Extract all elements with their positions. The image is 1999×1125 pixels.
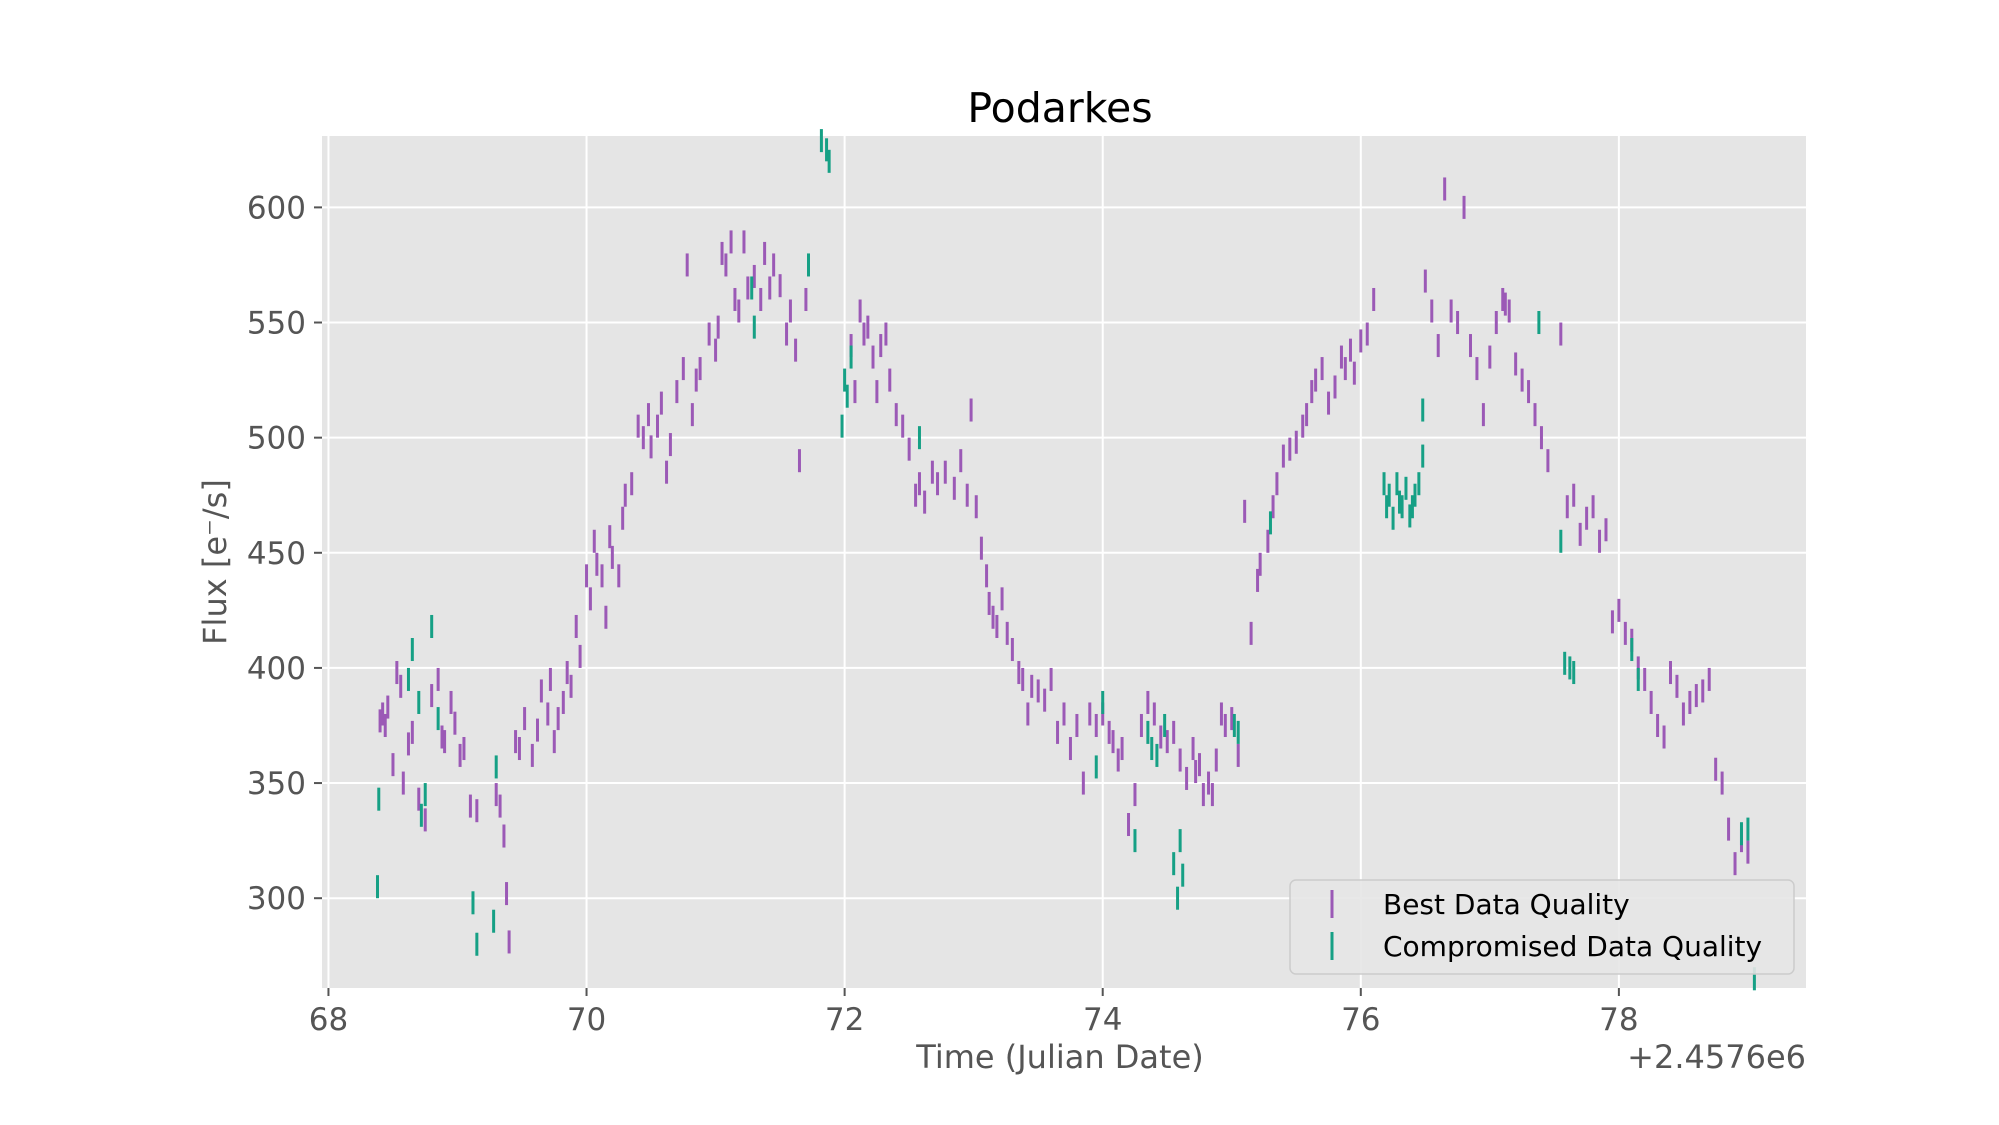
y-axis-label: Flux [e⁻/s] <box>196 479 234 645</box>
y-tick-label: 600 <box>247 190 306 226</box>
chart-title: Podarkes <box>967 84 1152 132</box>
x-axis-label: Time (Julian Date) <box>915 1038 1204 1076</box>
x-tick-label: 74 <box>1083 1002 1122 1038</box>
legend-label-best: Best Data Quality <box>1383 888 1630 921</box>
x-tick-label: 76 <box>1341 1002 1380 1038</box>
y-axis-ticks: 300 350 400 450 500 550 600 <box>247 190 322 917</box>
x-offset-label: +2.4576e6 <box>1627 1038 1806 1076</box>
y-tick-label: 450 <box>247 536 306 572</box>
series-compromised-data-quality <box>375 129 1756 991</box>
x-tick-label: 78 <box>1599 1002 1638 1038</box>
series-best-data-quality <box>378 177 1750 954</box>
y-tick-label: 500 <box>247 421 306 457</box>
x-tick-label: 72 <box>825 1002 864 1038</box>
x-tick-label: 68 <box>309 1002 348 1038</box>
plot-area <box>322 136 1806 988</box>
y-tick-label: 400 <box>247 651 306 687</box>
x-tick-label: 70 <box>567 1002 606 1038</box>
legend-label-compromised: Compromised Data Quality <box>1383 930 1762 963</box>
x-axis-ticks: 68 70 72 74 76 78 <box>309 988 1639 1038</box>
data-points <box>375 129 1756 991</box>
grid-lines <box>322 136 1806 988</box>
y-tick-label: 350 <box>247 766 306 802</box>
y-tick-label: 550 <box>247 306 306 342</box>
y-tick-label: 300 <box>247 881 306 917</box>
legend-box <box>1289 879 1795 975</box>
legend: Best Data Quality Compromised Data Quali… <box>1289 879 1795 975</box>
